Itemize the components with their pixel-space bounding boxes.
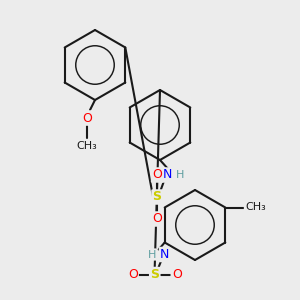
Text: N: N [162, 169, 172, 182]
Text: O: O [128, 268, 138, 281]
Text: O: O [152, 169, 162, 182]
Text: N: N [160, 248, 169, 261]
Text: H: H [176, 170, 184, 180]
Text: S: S [150, 268, 159, 281]
Text: O: O [172, 268, 182, 281]
Text: S: S [152, 190, 161, 203]
Text: O: O [152, 212, 162, 226]
Text: CH₃: CH₃ [245, 202, 266, 212]
Text: CH₃: CH₃ [76, 141, 98, 151]
Text: H: H [148, 250, 156, 260]
Text: O: O [82, 112, 92, 124]
